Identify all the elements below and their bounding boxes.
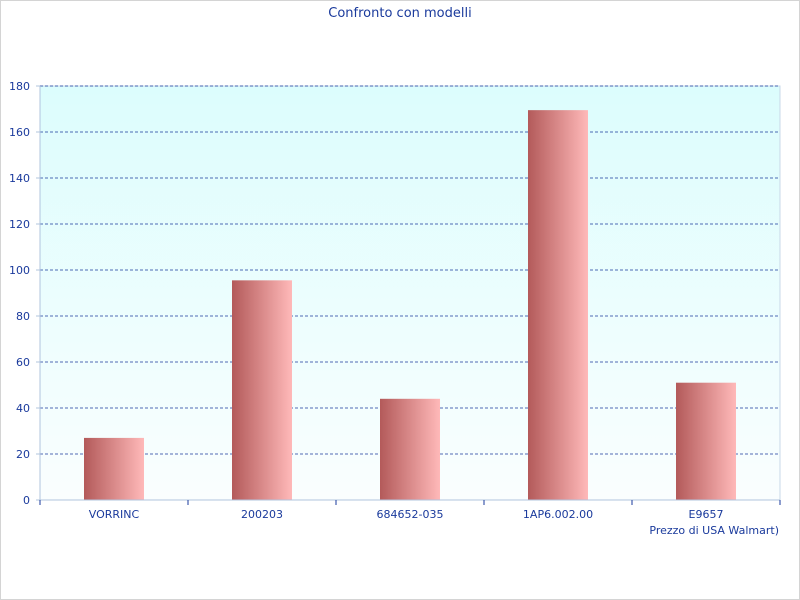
x-tick-label: 1AP6.002.00: [523, 508, 593, 521]
y-tick-label: 0: [23, 494, 30, 507]
bar: [528, 110, 588, 501]
chart-title: Confronto con modelli: [328, 6, 471, 21]
x-tick-labels: VORRINC 200203 684652-035 1AP6.002.00 E9657: [89, 508, 724, 521]
bar: [676, 382, 736, 500]
y-tick-labels: 0 20 40 60 80 100 120 140 160 180: [9, 80, 30, 507]
y-tick-label: 80: [16, 310, 30, 323]
x-tick-label: 684652-035: [377, 508, 444, 521]
x-tick-label: VORRINC: [89, 508, 140, 521]
y-tick-label: 20: [16, 448, 30, 461]
x-tick-label: E9657: [689, 508, 724, 521]
bar: [232, 280, 292, 500]
x-tick-label: 200203: [241, 508, 283, 521]
bar: [380, 398, 440, 500]
bars: [84, 110, 736, 501]
x-axis-label: Prezzo di USA Walmart): [649, 524, 779, 537]
axes: [36, 85, 781, 505]
y-tick-label: 160: [9, 126, 30, 139]
y-tick-label: 100: [9, 264, 30, 277]
y-tick-label: 140: [9, 172, 30, 185]
y-tick-label: 120: [9, 218, 30, 231]
bar: [84, 437, 144, 500]
y-tick-label: 180: [9, 80, 30, 93]
y-tick-label: 40: [16, 402, 30, 415]
y-tick-label: 60: [16, 356, 30, 369]
